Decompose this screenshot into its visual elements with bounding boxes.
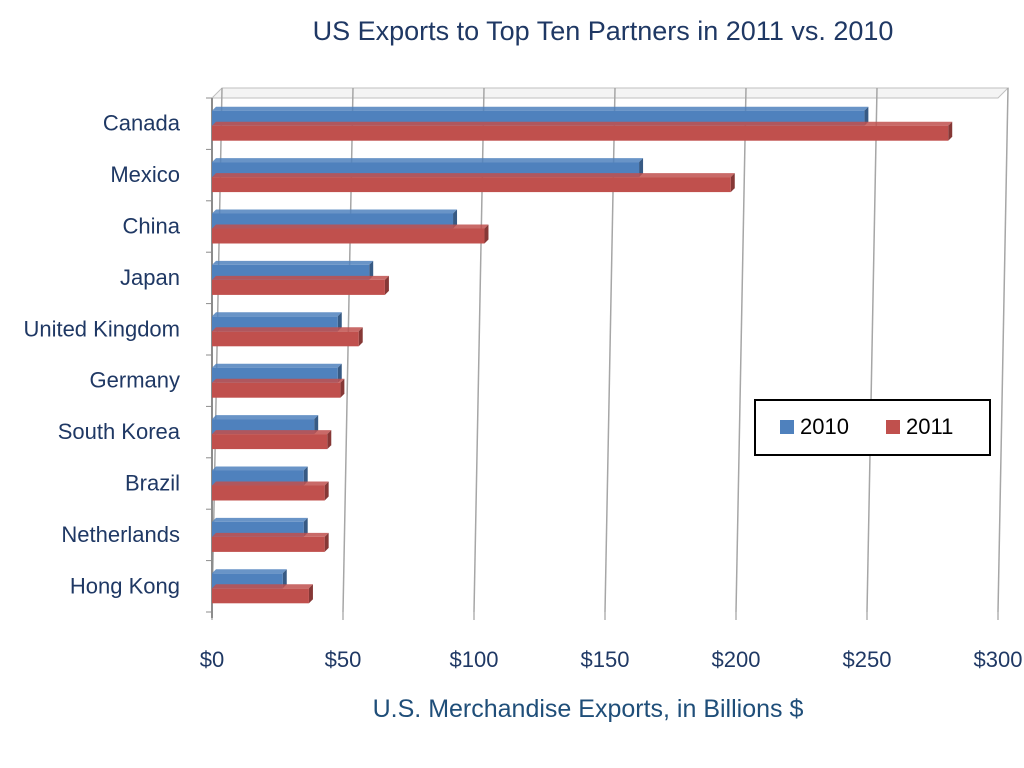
bar-2011-united-kingdom [212,327,363,347]
legend-box [754,399,991,456]
category-label: Japan [120,265,180,290]
x-tick-label: $300 [974,647,1023,672]
gridline [866,87,878,613]
x-tick-label: $50 [325,647,362,672]
category-label: Brazil [125,471,180,496]
bars-layer [212,106,953,604]
category-label: South Korea [58,419,181,444]
gridline [735,87,747,613]
category-label: Canada [103,111,181,136]
legend-entry: 2010 [800,414,849,439]
legend-entry: 2011 [906,414,953,439]
x-tick-label: $100 [450,647,499,672]
bar-2011-brazil [212,481,329,501]
category-label: Hong Kong [70,573,180,598]
bar-2011-germany [212,378,345,398]
bar-2011-netherlands [212,532,329,552]
bar-2011-canada [212,121,953,141]
x-tick-label: $200 [712,647,761,672]
bar-2011-china [212,224,489,244]
x-tick-label: $250 [843,647,892,672]
category-label: United Kingdom [23,316,180,341]
category-label: Netherlands [61,522,180,547]
x-tick-labels: $0 $50 $100 $150 $200 $250 $300 [200,647,1023,672]
chart-title: US Exports to Top Ten Partners in 2011 v… [313,16,894,46]
bar-2011-hong-kong [212,584,313,604]
bar-2011-japan [212,275,389,295]
legend: 2010 2011 [754,399,991,456]
category-labels: Canada Mexico China Japan United Kingdom Germ… [23,111,180,599]
x-tick-label: $150 [581,647,630,672]
category-label: Mexico [110,162,180,187]
x-tick-label: $0 [200,647,224,672]
legend-swatch [886,420,900,434]
plot-top-edge [210,87,1010,99]
bar-2011-mexico [212,173,735,193]
category-label: Germany [90,368,180,393]
gridline [997,87,1009,613]
x-axis-label: U.S. Merchandise Exports, in Billions $ [373,695,804,723]
bar-2011-south-korea [212,430,332,450]
legend-swatch [780,420,794,434]
category-label: China [123,214,181,239]
